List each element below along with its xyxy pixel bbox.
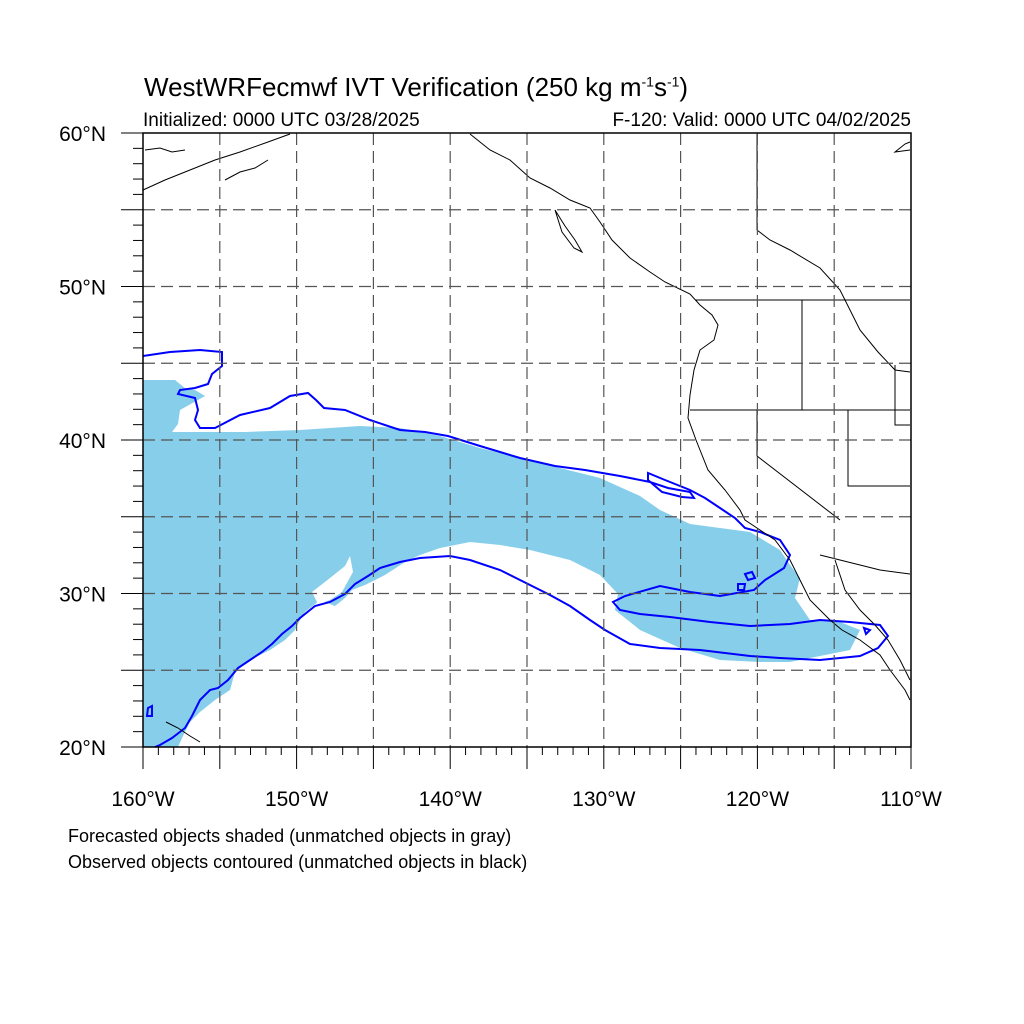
lat-tick-label: 30°N bbox=[59, 584, 106, 607]
lon-tick-label: 140°W bbox=[419, 788, 482, 811]
initialized-label: Initialized: 0000 UTC 03/28/2025 bbox=[143, 110, 420, 131]
chart-title: WestWRFecmwf IVT Verification (250 kg m-… bbox=[144, 72, 689, 102]
graticule-grid bbox=[143, 133, 911, 747]
forecast-note: Forecasted objects shaded (unmatched obj… bbox=[68, 826, 512, 846]
valid-time-label: F-120: Valid: 0000 UTC 04/02/2025 bbox=[612, 110, 911, 131]
lon-tick-label: 160°W bbox=[111, 788, 174, 811]
coastline-boundaries bbox=[142, 133, 911, 743]
lat-tick-label: 20°N bbox=[59, 737, 106, 760]
observed-ivt-contours bbox=[142, 348, 890, 748]
lat-tick-label: 50°N bbox=[59, 277, 106, 300]
forecast-gap bbox=[312, 556, 353, 604]
map-axes: 160°W 150°W 140°W 130°W 120°W 110°W 20°N 30°N 40… bbox=[59, 123, 942, 811]
lat-tick-label: 60°N bbox=[59, 123, 106, 146]
forecast-ivt-object bbox=[143, 380, 860, 747]
lon-tick-label: 150°W bbox=[265, 788, 328, 811]
observed-note: Observed objects contoured (unmatched ob… bbox=[68, 852, 528, 872]
lon-tick-label: 130°W bbox=[572, 788, 635, 811]
lat-tick-label: 40°N bbox=[59, 430, 106, 453]
lon-tick-label: 120°W bbox=[726, 788, 789, 811]
lon-tick-label: 110°W bbox=[880, 788, 942, 811]
